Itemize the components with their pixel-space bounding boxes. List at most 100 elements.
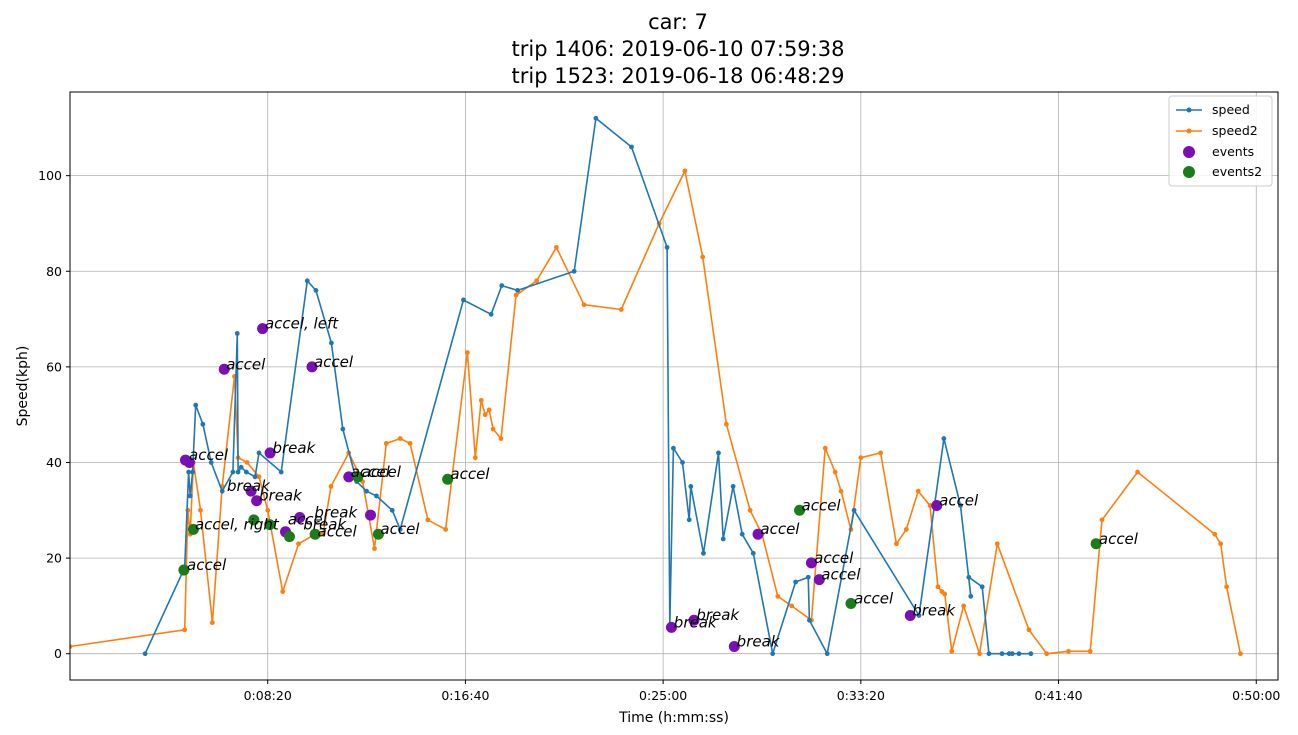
data-point-speed2: [1026, 627, 1032, 633]
data-point-speed: [235, 469, 241, 475]
data-point-speed: [739, 531, 745, 537]
data-point-speed2: [383, 440, 389, 446]
event-marker-events: [306, 361, 318, 373]
grid: [70, 92, 1278, 680]
event-annotation-label: break: [737, 633, 781, 651]
x-tick-label: 0:41:40: [1034, 688, 1082, 703]
legend-speed2-label: speed2: [1212, 123, 1258, 138]
x-tick-label: 0:25:00: [639, 688, 687, 703]
data-point-speed: [238, 464, 244, 470]
data-point-speed2: [832, 469, 838, 475]
event-marker-events: [251, 495, 263, 507]
data-point-speed: [851, 507, 857, 513]
data-point-speed: [968, 593, 974, 599]
data-point-speed2: [1044, 651, 1050, 657]
data-point-speed2: [482, 412, 488, 418]
data-point-speed: [979, 584, 985, 590]
series-line-speed2: [70, 170, 1242, 655]
data-point-speed: [720, 536, 726, 542]
data-point-speed: [1028, 651, 1034, 657]
data-point-speed2: [443, 527, 449, 532]
data-point-speed: [304, 278, 310, 284]
data-point-speed2: [464, 350, 470, 355]
event-annotation-label: accel: [760, 520, 800, 538]
data-point-speed2: [822, 445, 828, 451]
data-point-speed2: [700, 254, 706, 260]
event-annotation-label: accel: [814, 549, 854, 567]
data-point-speed2: [977, 651, 982, 657]
data-point-speed: [958, 503, 963, 508]
data-point-speed: [629, 144, 634, 150]
data-point-speed2: [425, 517, 431, 523]
event-marker-events: [728, 641, 740, 653]
data-point-speed: [680, 460, 685, 465]
data-point-speed2: [553, 244, 559, 250]
data-point-speed2: [244, 460, 250, 465]
data-point-speed2: [70, 644, 73, 649]
x-tick-label: 0:33:20: [837, 688, 885, 703]
event-annotation-label: accel: [802, 496, 842, 514]
data-point-speed2: [209, 620, 215, 626]
y-tick-label: 100: [38, 168, 62, 183]
event-annotation-label: break: [912, 601, 956, 619]
data-point-speed: [252, 474, 258, 480]
title-line-trip-2: trip 1523: 2019-06-18 06:48:29: [512, 64, 845, 88]
data-point-speed2: [534, 278, 539, 284]
data-point-speed2: [858, 455, 864, 461]
data-point-speed: [200, 421, 206, 427]
event-annotation-label: accel: [318, 523, 358, 541]
event-marker-events: [752, 528, 764, 540]
legend-events-label: events: [1212, 144, 1254, 159]
event-marker-events2: [442, 473, 454, 485]
data-point-speed2: [486, 407, 492, 413]
data-point-speed2: [878, 450, 884, 456]
y-tick-label: 40: [46, 455, 62, 470]
plot-frame: [69, 91, 1279, 681]
data-point-speed2: [265, 507, 271, 513]
data-point-speed2: [789, 603, 795, 609]
legend-events-marker: [1183, 146, 1195, 158]
event-annotation-label: accel: [380, 520, 420, 538]
data-point-speed2: [1099, 517, 1105, 523]
data-point-speed2: [723, 421, 729, 427]
event-marker-events: [218, 363, 230, 375]
data-point-speed2: [1212, 531, 1218, 537]
data-point-speed: [716, 450, 721, 456]
data-point-speed: [571, 268, 577, 274]
data-point-speed: [730, 483, 736, 489]
data-point-speed2: [472, 455, 478, 461]
data-point-speed2: [256, 474, 262, 480]
y-tick-label: 80: [46, 264, 62, 279]
legend-speed2-marker: [1186, 128, 1192, 134]
y-tick-label: 0: [54, 646, 62, 661]
data-point-speed: [986, 651, 992, 657]
data-point-speed2: [513, 292, 519, 298]
event-annotation-label: break: [272, 439, 316, 457]
data-point-speed2: [949, 648, 955, 654]
event-annotation-label: accel: [187, 556, 227, 574]
data-point-speed: [461, 297, 466, 303]
event-marker-events2: [264, 519, 276, 531]
data-point-speed: [256, 450, 262, 456]
x-tick-label: 0:16:40: [441, 688, 489, 703]
event-marker-events2: [248, 514, 260, 526]
event-marker-events2: [1090, 538, 1102, 550]
data-point-speed2: [296, 541, 301, 547]
data-point-speed: [186, 469, 192, 475]
data-point-speed2: [1224, 584, 1229, 590]
data-point-speed: [219, 488, 225, 494]
data-point-speed2: [397, 436, 403, 441]
data-point-speed: [328, 340, 334, 346]
data-point-speed: [190, 469, 195, 475]
data-point-speed2: [478, 397, 484, 403]
y-axis-label: Speed(kph): [15, 346, 31, 427]
data-point-speed: [243, 469, 249, 475]
event-marker-events2: [178, 564, 190, 576]
event-marker-events: [904, 609, 916, 621]
data-point-speed: [193, 402, 199, 408]
event-annotation-label: break: [696, 606, 740, 624]
event-marker-events: [294, 511, 306, 523]
y-tick-label: 60: [46, 359, 62, 374]
data-point-speed2: [618, 307, 624, 312]
